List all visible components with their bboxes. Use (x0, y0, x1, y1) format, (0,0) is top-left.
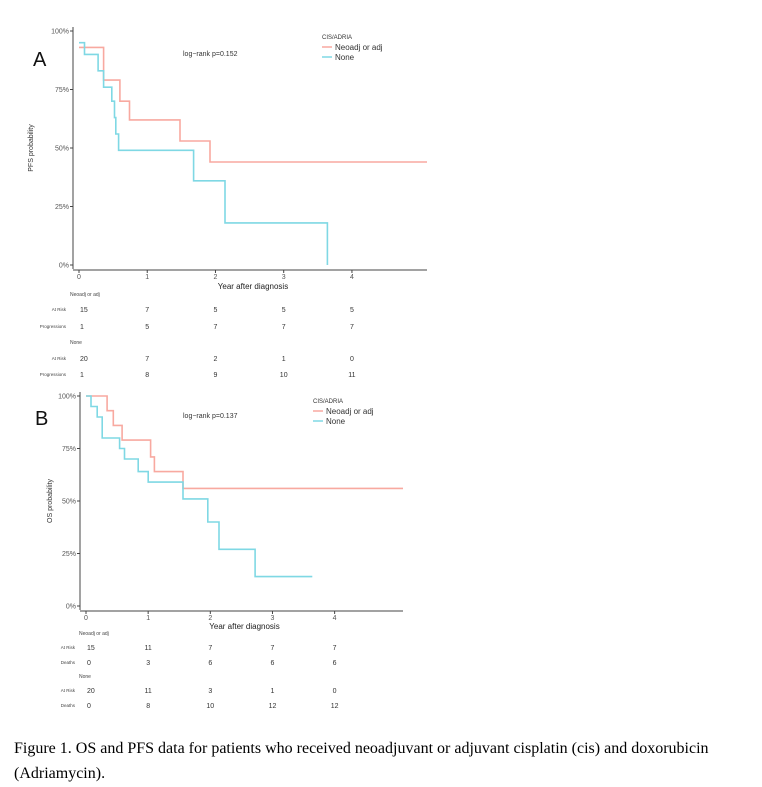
panel-b-risk-row-label: Deaths (61, 660, 76, 665)
panel-b-risk-cell: 0 (333, 688, 337, 695)
panel-b-risk-cell: 6 (271, 660, 275, 667)
panel-a-risk-row-label: Progressions (40, 372, 67, 377)
panel-b-series-line-neoadj (86, 395, 403, 490)
panel-b-risk-cell: 3 (208, 688, 212, 695)
panel-a-y-tick-label: 100% (51, 29, 69, 36)
panel-a-risk-cell: 7 (214, 324, 218, 331)
panel-b-risk-cell: 11 (145, 645, 152, 652)
panel-a-risk-cell: 7 (282, 324, 286, 331)
panel-a-risk-cell: 1 (80, 372, 84, 379)
panel-b-x-tick-label: 3 (271, 615, 275, 622)
panel-b-y-tick-label: 50% (62, 499, 76, 506)
panel-b-logrank-annotation: log−rank p=0.137 (183, 413, 238, 420)
panel-b-label: B (35, 408, 48, 430)
panel-a-x-tick-label: 3 (282, 274, 286, 281)
panel-a-risk-cell: 5 (214, 307, 218, 314)
panel-b-x-tick-label: 0 (84, 615, 88, 622)
panel-a-risk-row-label: At Risk (52, 356, 67, 361)
panel-a-logrank-annotation: log−rank p=0.152 (183, 51, 238, 58)
panel-b-risk-cell: 7 (333, 645, 337, 652)
panel-b-y-tick-label: 100% (58, 394, 76, 401)
panel-b-legend-entry-0: Neoadj or adj (326, 407, 374, 416)
panel-b-x-tick-label: 4 (333, 615, 337, 622)
panel-a-x-tick-label: 4 (350, 274, 354, 281)
panel-b-risk-cell: 20 (87, 688, 95, 695)
panel-a-y-tick-label: 50% (55, 146, 69, 153)
panel-b-y-tick-label: 25% (62, 551, 76, 558)
panel-a-x-axis-label: Year after diagnosis (218, 282, 288, 291)
panel-a-x-tick-label: 0 (77, 274, 81, 281)
panel-b-risk-cell: 7 (208, 645, 212, 652)
panel-b-x-tick-label: 1 (146, 615, 150, 622)
panel-b-risk-cell: 3 (146, 660, 150, 667)
panel-a-series-line-neoadj (79, 46, 427, 163)
panel-a-risk-cell: 7 (145, 307, 149, 314)
panel-a-y-tick-label: 0% (59, 263, 69, 270)
panel-a-risk-group-title: Neoadj or adj (70, 292, 100, 298)
panel-a-label: A (33, 49, 47, 71)
panel-b-x-axis-label: Year after diagnosis (209, 622, 279, 631)
panel-a-y-axis-label: PFS probability (28, 124, 35, 172)
panel-a-risk-cell: 0 (350, 356, 354, 363)
panel-b-risk-cell: 1 (271, 688, 275, 695)
panel-b-risk-cell: 7 (271, 645, 275, 652)
panel-a-x-tick-label: 1 (145, 274, 149, 281)
panel-a-risk-row-label: Progressions (40, 324, 67, 329)
panel-b-risk-row-label: At Risk (61, 688, 76, 693)
panel-b-risk-row-label: Deaths (61, 703, 76, 708)
panel-b-series-line-none (86, 395, 313, 578)
panel-a-series-line-none (79, 41, 329, 265)
panel-a-x-tick-label: 2 (214, 274, 218, 281)
panel-b-risk-cell: 0 (87, 660, 91, 667)
panel-a-risk-cell: 11 (348, 372, 355, 379)
panel-a-y-tick-label: 75% (55, 87, 69, 94)
panel-a-risk-cell: 1 (282, 356, 286, 363)
panel-a-risk-row-label: At Risk (52, 307, 67, 312)
panel-a-risk-cell: 8 (145, 372, 149, 379)
panel-a-risk-cell: 1 (80, 324, 84, 331)
panel-b-risk-cell: 15 (87, 645, 95, 652)
panel-a-risk-cell: 5 (282, 307, 286, 314)
panel-a-risk-cell: 7 (350, 324, 354, 331)
panel-b-legend-title: CIS/ADRIA (313, 399, 343, 405)
panel-b-risk-row-label: At Risk (61, 645, 76, 650)
panel-a-risk-cell: 9 (214, 372, 218, 379)
panel-a-risk-cell: 5 (145, 324, 149, 331)
panel-b-x-tick-label: 2 (208, 615, 212, 622)
panel-a-risk-cell: 20 (80, 356, 88, 363)
panel-b-y-axis-label: OS probability (47, 479, 54, 523)
panel-b-risk-cell: 6 (208, 660, 212, 667)
panel-b-risk-cell: 12 (269, 703, 277, 710)
panel-b-y-tick-label: 75% (62, 446, 76, 453)
figure-caption: Figure 1. OS and PFS data for patients w… (14, 740, 709, 782)
panel-a-legend-entry-1: None (335, 53, 355, 62)
panel-a-risk-cell: 2 (214, 356, 218, 363)
panel-a-risk-cell: 15 (80, 307, 88, 314)
panel-b-risk-group-title: None (79, 674, 91, 680)
panel-a-y-tick-label: 25% (55, 204, 69, 211)
panel-b-risk-cell: 8 (146, 703, 150, 710)
panel-b-risk-group-title: Neoadj or adj (79, 631, 109, 637)
panel-a-risk-group-title: None (70, 340, 82, 346)
panel-a-risk-cell: 10 (280, 372, 288, 379)
panel-a-legend-title: CIS/ADRIA (322, 35, 352, 41)
panel-b-risk-cell: 0 (87, 703, 91, 710)
panel-b-y-tick-label: 0% (66, 604, 76, 611)
panel-b-risk-cell: 10 (206, 703, 214, 710)
panel-b-risk-cell: 12 (331, 703, 339, 710)
panel-a-risk-cell: 7 (145, 356, 149, 363)
panel-a-risk-cell: 5 (350, 307, 354, 314)
panel-b-risk-cell: 6 (333, 660, 337, 667)
panel-b-legend-entry-1: None (326, 417, 346, 426)
panel-a-legend-entry-0: Neoadj or adj (335, 43, 383, 52)
panel-b-risk-cell: 11 (145, 688, 152, 695)
